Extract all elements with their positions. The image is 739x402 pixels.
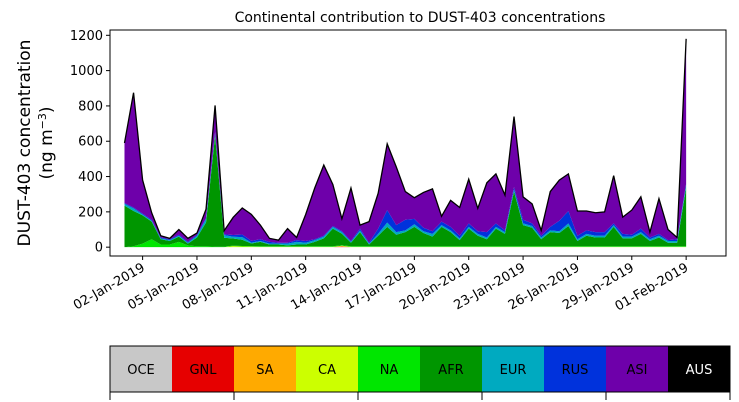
total-line [123, 38, 687, 241]
legend-label-na: NA [380, 363, 399, 378]
x-axis: 02-Jan-201905-Jan-201908-Jan-201911-Jan-… [71, 256, 691, 314]
stacked-areas [124, 38, 687, 248]
y-tick-label: 800 [78, 99, 103, 114]
area-na [124, 239, 687, 248]
chart-title: Continental contribution to DUST-403 con… [235, 10, 606, 26]
legend-label-gnl: GNL [189, 363, 217, 378]
total-line-group [123, 38, 687, 241]
area-rus [124, 131, 687, 244]
legend-label-oce: OCE [127, 363, 155, 378]
area-ca [124, 245, 687, 248]
legend-swatch-sa [234, 346, 296, 392]
area-asi [124, 38, 687, 243]
legend-swatch-oce [110, 346, 172, 392]
legend-label-ca: CA [318, 363, 336, 378]
y-axis-label-suffix: ) [37, 106, 57, 113]
legend-swatch-asi [606, 346, 668, 392]
legend-swatch-gnl [172, 346, 234, 392]
legend-swatch-rus [544, 346, 606, 392]
legend-label-asi: ASI [627, 363, 648, 378]
y-axis-label-sup: −3 [36, 113, 49, 129]
y-axis-label-line2: (ng m−3) [36, 106, 58, 179]
legend-swatch-na [358, 346, 420, 392]
legend-swatch-ca [296, 346, 358, 392]
legend-swatch-eur [482, 346, 544, 392]
y-axis: 0 200 400 600 800 1000 1200 [70, 29, 110, 256]
legend-label-aus: AUS [686, 363, 713, 378]
y-tick-label: 0 [95, 241, 103, 256]
legend-frame [109, 345, 731, 393]
plot-frame [109, 29, 727, 257]
legend-swatch-afr [420, 346, 482, 392]
y-axis-label: DUST-403 concentration (ng m−3) [15, 40, 57, 247]
y-tick-label: 400 [78, 170, 103, 185]
legend-label-eur: EUR [500, 363, 527, 378]
legend: OCE GNL SA CA NA AFR EUR RUS ASI AUS [109, 345, 731, 400]
legend-label-sa: SA [256, 363, 273, 378]
y-axis-label-prefix: (ng m [37, 129, 57, 179]
y-tick-label: 600 [78, 135, 103, 150]
y-tick-label: 200 [78, 205, 103, 220]
y-axis-label-line1: DUST-403 concentration [15, 40, 35, 247]
y-tick-label: 1200 [70, 29, 103, 44]
legend-label-afr: AFR [438, 363, 463, 378]
legend-swatch-aus [668, 346, 730, 392]
legend-label-rus: RUS [562, 363, 589, 378]
y-tick-label: 1000 [70, 64, 103, 79]
